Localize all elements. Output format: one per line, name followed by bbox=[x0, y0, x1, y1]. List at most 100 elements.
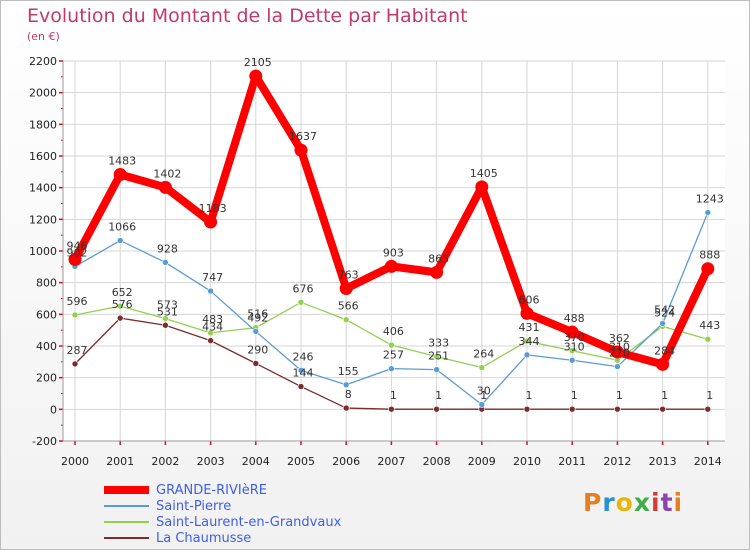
data-point bbox=[162, 321, 169, 329]
data-label: 1 bbox=[480, 389, 487, 402]
data-point bbox=[162, 259, 169, 266]
x-tick-label: 2008 bbox=[423, 455, 451, 468]
legend-label: Saint-Laurent-en-Grandvaux bbox=[156, 515, 342, 530]
data-point bbox=[252, 328, 260, 335]
data-label: 1402 bbox=[153, 167, 181, 180]
y-tick-label: 600 bbox=[36, 308, 57, 321]
data-label: 257 bbox=[383, 349, 404, 362]
data-label: 576 bbox=[112, 298, 133, 311]
y-tick-label: 400 bbox=[36, 340, 57, 353]
data-label: 1637 bbox=[289, 130, 317, 143]
data-point bbox=[342, 404, 350, 412]
data-label: 1 bbox=[526, 389, 533, 402]
data-point bbox=[610, 345, 624, 359]
data-label: 344 bbox=[519, 335, 540, 348]
data-point bbox=[342, 316, 350, 324]
data-label: 406 bbox=[383, 325, 404, 338]
data-label: 606 bbox=[519, 293, 540, 306]
x-tick-label: 2006 bbox=[332, 455, 360, 468]
data-label: 596 bbox=[67, 295, 88, 308]
data-label: 290 bbox=[247, 343, 268, 356]
data-point bbox=[158, 180, 172, 194]
data-point bbox=[568, 356, 576, 364]
data-label: 1 bbox=[616, 389, 623, 402]
data-point bbox=[249, 69, 263, 83]
data-point bbox=[297, 383, 305, 390]
data-label: 652 bbox=[112, 286, 133, 299]
data-label: 1243 bbox=[696, 193, 724, 206]
data-label: 310 bbox=[564, 340, 585, 353]
y-tick-label: -200 bbox=[32, 435, 57, 448]
data-point bbox=[297, 367, 305, 374]
data-point bbox=[342, 381, 350, 389]
data-point bbox=[656, 357, 670, 371]
y-tick-label: 1200 bbox=[29, 213, 57, 226]
data-point bbox=[568, 405, 576, 413]
y-tick-label: 1400 bbox=[29, 182, 57, 195]
data-point bbox=[565, 325, 579, 339]
data-label: 516 bbox=[247, 308, 268, 321]
x-tick-label: 2003 bbox=[197, 455, 225, 468]
data-point bbox=[523, 337, 531, 345]
data-label: 264 bbox=[473, 348, 494, 361]
data-point bbox=[116, 302, 124, 310]
x-tick-label: 2013 bbox=[649, 455, 677, 468]
x-tick-label: 2012 bbox=[603, 455, 631, 468]
data-point bbox=[520, 306, 534, 320]
data-point bbox=[113, 168, 127, 182]
data-point bbox=[204, 215, 218, 229]
logo-letter: t bbox=[660, 488, 674, 517]
y-tick-label: 800 bbox=[36, 277, 57, 290]
data-label: 30 bbox=[477, 385, 491, 398]
data-point bbox=[704, 209, 712, 216]
data-label: 1 bbox=[571, 389, 578, 402]
data-label: 1 bbox=[435, 389, 442, 402]
data-point bbox=[704, 405, 712, 413]
data-point bbox=[68, 253, 82, 267]
data-label: 865 bbox=[428, 252, 449, 265]
data-point bbox=[116, 237, 124, 244]
data-label: 443 bbox=[699, 319, 720, 332]
data-label: 488 bbox=[564, 312, 585, 325]
data-point bbox=[433, 353, 440, 360]
data-label: 1483 bbox=[108, 155, 136, 168]
data-point bbox=[162, 315, 169, 322]
data-point bbox=[297, 298, 305, 306]
data-label: 370 bbox=[564, 331, 585, 344]
data-point bbox=[207, 337, 214, 344]
data-label: 362 bbox=[609, 332, 630, 345]
data-label: 492 bbox=[247, 311, 268, 324]
data-point bbox=[478, 364, 486, 371]
data-label: 431 bbox=[519, 321, 540, 334]
data-label: 1183 bbox=[199, 202, 227, 215]
data-point bbox=[659, 320, 666, 327]
data-label: 8 bbox=[345, 388, 352, 401]
data-label: 483 bbox=[202, 313, 223, 326]
x-tick-label: 2009 bbox=[468, 455, 496, 468]
data-point bbox=[523, 405, 531, 413]
data-point bbox=[388, 405, 395, 413]
data-point bbox=[430, 265, 444, 279]
y-tick-label: 200 bbox=[36, 372, 57, 385]
data-point bbox=[71, 360, 79, 368]
x-tick-label: 2010 bbox=[513, 455, 541, 468]
x-tick-label: 2007 bbox=[377, 455, 405, 468]
data-label: 524 bbox=[654, 306, 675, 319]
y-tick-label: 1000 bbox=[29, 245, 57, 258]
data-point bbox=[475, 180, 489, 194]
data-point bbox=[294, 143, 308, 157]
data-point bbox=[614, 405, 621, 413]
y-tick-label: 1600 bbox=[29, 150, 57, 163]
data-label: 1405 bbox=[470, 167, 498, 180]
data-label: 946 bbox=[67, 240, 88, 253]
data-label: 928 bbox=[157, 242, 178, 255]
x-tick-label: 2002 bbox=[151, 455, 179, 468]
data-label: 566 bbox=[338, 300, 359, 313]
data-point bbox=[116, 314, 124, 322]
data-point bbox=[701, 262, 715, 276]
data-label: 763 bbox=[338, 269, 359, 282]
data-point bbox=[659, 405, 666, 413]
data-label: 251 bbox=[428, 350, 449, 363]
data-label: 270 bbox=[609, 347, 630, 360]
